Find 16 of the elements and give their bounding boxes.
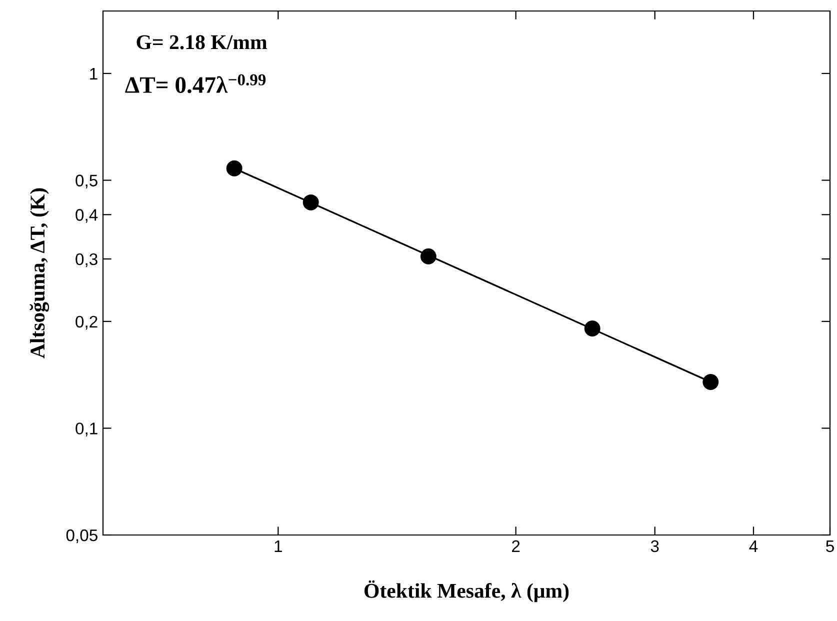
x-tick-label: 4 xyxy=(749,540,758,552)
x-tick-label: 1 xyxy=(274,540,282,552)
y-tick-label: 0,3 xyxy=(76,253,98,268)
y-tick-label: 0,5 xyxy=(76,174,98,188)
annotation: ΔT= 0.47λ$^{−0.99}$ xyxy=(125,74,266,94)
x-tick-label: 2 xyxy=(512,540,520,552)
y-tick-label: 1 xyxy=(90,68,98,80)
x-tick-label: 3 xyxy=(650,540,659,552)
y-tick-label: 0,4 xyxy=(76,209,98,223)
y-tick-label: 0,1 xyxy=(76,422,98,436)
y-tick-label: 0,2 xyxy=(76,316,98,330)
x-axis-title: Ötektik Mesafe, λ (μm) xyxy=(364,580,569,602)
y-axis-title: Altsoğuma, ΔT, (K) xyxy=(30,188,50,358)
y-tick-label: 0,05 xyxy=(66,529,98,544)
annotation: G= 2.18 K/mm xyxy=(136,35,268,50)
x-tick-label: 5 xyxy=(826,540,834,552)
